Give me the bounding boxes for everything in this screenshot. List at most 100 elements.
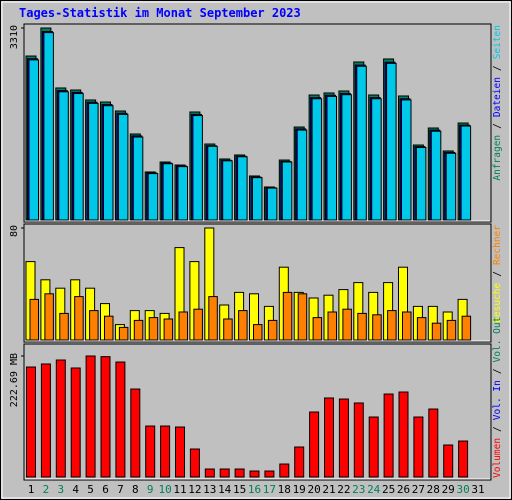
bar xyxy=(309,411,320,478)
bar xyxy=(461,315,472,341)
bar xyxy=(58,91,69,221)
x-tick-label: 20 xyxy=(307,483,320,496)
bar xyxy=(40,363,51,478)
bar xyxy=(133,319,144,341)
bar xyxy=(342,308,352,341)
bar xyxy=(163,318,174,341)
bar xyxy=(74,296,84,341)
x-tick-label: 1 xyxy=(28,483,35,496)
x-tick-label: 5 xyxy=(87,483,94,496)
bar xyxy=(177,166,188,221)
bar xyxy=(264,470,275,478)
x-tick-label: 16 xyxy=(248,483,261,496)
bar xyxy=(279,463,290,478)
x-tick-label: 14 xyxy=(218,483,232,496)
bar xyxy=(443,444,454,478)
x-tick-label: 29 xyxy=(442,483,455,496)
bar xyxy=(234,468,245,478)
bar xyxy=(28,59,39,221)
bar xyxy=(401,99,412,221)
chart-title: Tages-Statistik im Monat September 2023 xyxy=(19,6,301,20)
bar xyxy=(89,310,99,341)
x-tick-label: 27 xyxy=(412,483,425,496)
x-tick-label: 9 xyxy=(147,483,154,496)
bar xyxy=(237,156,248,221)
x-tick-label: 3 xyxy=(57,483,64,496)
bar xyxy=(431,322,442,341)
bar xyxy=(219,468,230,478)
bar xyxy=(103,105,114,221)
x-tick-label: 23 xyxy=(352,483,365,496)
bar xyxy=(43,32,54,221)
bar xyxy=(88,102,99,221)
bar xyxy=(428,408,439,478)
legend-separator: / xyxy=(492,123,503,129)
x-tick-label: 19 xyxy=(293,483,306,496)
bar xyxy=(132,136,144,221)
bar xyxy=(458,440,469,478)
x-tick-label: 2 xyxy=(43,483,50,496)
bar xyxy=(223,318,233,341)
bar xyxy=(175,426,185,478)
bar xyxy=(341,94,352,221)
bar xyxy=(296,129,308,221)
legend-separator: / xyxy=(492,271,503,277)
bar xyxy=(338,398,349,478)
bar xyxy=(59,312,69,341)
bar xyxy=(445,152,457,221)
bar xyxy=(413,416,424,478)
bar xyxy=(416,317,427,341)
bar xyxy=(252,177,263,221)
legend: Anfragen / Dateien / Seiten xyxy=(492,25,503,181)
bar xyxy=(73,93,84,221)
bar xyxy=(446,319,457,341)
bar xyxy=(178,311,188,341)
bar xyxy=(266,187,278,221)
bar xyxy=(297,293,308,341)
bar xyxy=(326,95,337,221)
x-tick-label: 25 xyxy=(382,483,395,496)
bar xyxy=(281,161,293,221)
bar xyxy=(430,130,442,221)
x-tick-label: 12 xyxy=(188,483,201,496)
x-tick-label: 8 xyxy=(132,483,139,496)
bar xyxy=(117,113,129,221)
bar xyxy=(44,293,54,341)
bar xyxy=(386,62,397,221)
bar xyxy=(324,397,334,478)
legend: Volumen / Vol. In / Vol. Out xyxy=(492,317,503,478)
legend: Besuche / Rechner xyxy=(492,225,503,323)
x-tick-label: 4 xyxy=(72,483,79,496)
bar xyxy=(460,125,472,221)
y-tick-label: 3310 xyxy=(9,25,20,49)
legend-entry: Besuche xyxy=(492,283,503,323)
x-tick-label: 31 xyxy=(471,483,484,496)
bar xyxy=(204,468,215,478)
bar xyxy=(238,310,248,341)
bar xyxy=(130,388,141,478)
bar xyxy=(189,448,200,478)
legend-entry: Seiten xyxy=(492,25,503,59)
bar xyxy=(249,470,260,478)
bar xyxy=(357,312,367,341)
bar xyxy=(371,98,382,221)
x-tick-label: 15 xyxy=(233,483,246,496)
x-tick-label: 22 xyxy=(337,483,350,496)
bar xyxy=(208,296,218,341)
x-tick-label: 24 xyxy=(367,483,381,496)
bar xyxy=(294,446,305,478)
bar xyxy=(207,145,218,221)
bar xyxy=(402,311,412,341)
x-tick-label: 10 xyxy=(158,483,171,496)
bar xyxy=(162,163,174,221)
bar xyxy=(327,311,337,341)
bar xyxy=(104,315,114,341)
x-tick-label: 6 xyxy=(102,483,109,496)
legend-entry: Vol. In xyxy=(492,380,503,420)
bar xyxy=(282,291,293,341)
bar xyxy=(85,355,96,478)
legend-entry: Dateien xyxy=(492,77,503,117)
legend-entry: Vol. Out xyxy=(492,317,503,363)
bar xyxy=(118,326,129,341)
bar xyxy=(368,416,379,478)
